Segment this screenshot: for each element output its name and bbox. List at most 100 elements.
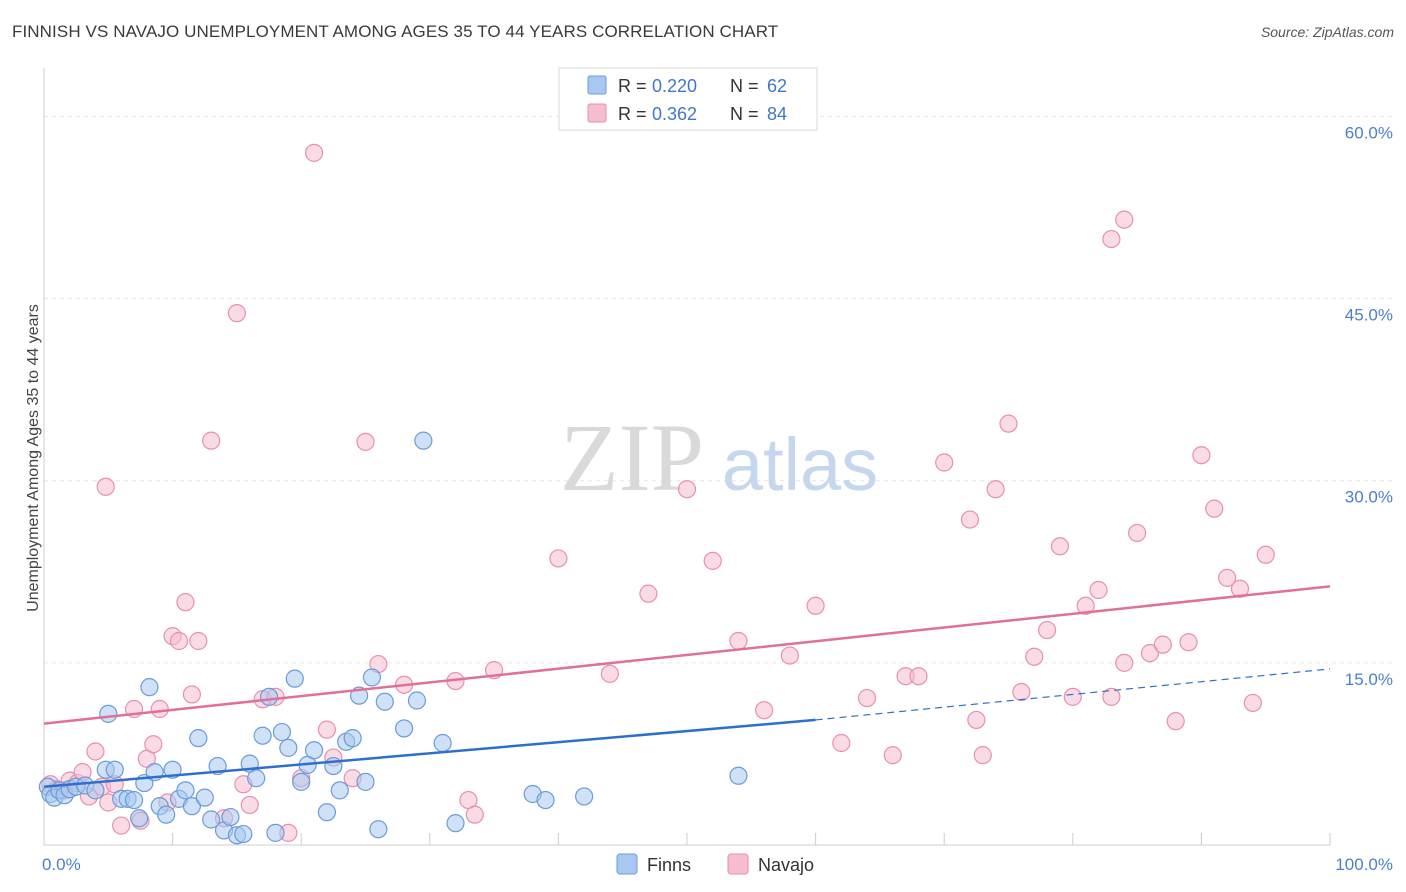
navajo-point	[1179, 633, 1198, 652]
navajo-point	[1256, 545, 1275, 564]
navajo-point	[999, 414, 1018, 433]
legend-navajo-n-value: 84	[767, 104, 787, 124]
legend-navajo-swatch	[587, 103, 607, 123]
legend-finns-swatch	[587, 75, 607, 95]
finns-point	[221, 807, 240, 827]
finns-point	[195, 788, 214, 807]
finns-point	[157, 805, 176, 824]
navajo-point	[1218, 568, 1237, 587]
finns-point	[729, 766, 748, 785]
x-tick-label: 100.0%	[1335, 855, 1393, 874]
navajo-point	[703, 551, 722, 570]
finns-point	[140, 678, 159, 697]
navajo-point	[356, 432, 375, 451]
navajo-point	[86, 742, 105, 761]
finns-point	[253, 726, 272, 745]
y-tick-label: 30.0%	[1345, 488, 1393, 507]
navajo-point	[935, 453, 954, 472]
navajo-point	[1153, 635, 1172, 654]
finns-point	[433, 733, 452, 753]
finns-point	[124, 790, 144, 810]
navajo-point	[304, 143, 324, 162]
navajo-point	[1166, 712, 1185, 731]
navajo-point	[240, 795, 259, 815]
navajo-point	[189, 631, 208, 651]
finns-point	[202, 810, 221, 829]
navajo-point	[806, 596, 825, 615]
finns-point	[247, 769, 266, 788]
finns-point	[446, 814, 465, 833]
finns-point	[407, 691, 427, 710]
finns-point	[99, 704, 118, 723]
navajo-point	[1025, 647, 1044, 666]
navajo-point	[1115, 653, 1134, 672]
navajo-point	[1037, 620, 1057, 640]
y-tick-label: 15.0%	[1345, 670, 1393, 689]
navajo-point	[1140, 644, 1160, 663]
finns-trend-extension	[815, 668, 1331, 721]
navajo-point	[227, 304, 246, 323]
navajo-trend-line	[43, 585, 1331, 725]
legend-finns-n-value: 62	[767, 76, 787, 96]
navajo-point	[1192, 446, 1211, 465]
navajo-point	[1076, 596, 1095, 615]
finns-point	[130, 809, 149, 828]
legend-navajo-r-label: R =	[618, 104, 647, 124]
navajo-point	[729, 631, 748, 651]
finns-point	[182, 797, 201, 816]
navajo-point	[1063, 687, 1082, 706]
navajo-point	[639, 584, 658, 603]
navajo-point	[317, 720, 337, 739]
navajo-point	[202, 431, 221, 450]
navajo-point	[986, 480, 1005, 499]
navajo-point	[780, 646, 799, 665]
trend-lines	[43, 585, 1331, 788]
navajo-point	[112, 816, 131, 835]
x-tick-label: 0.0%	[42, 855, 81, 874]
legend-bottom-navajo-label: Navajo	[758, 855, 814, 875]
navajo-point	[755, 701, 774, 720]
navajo-point	[176, 593, 195, 612]
finns-point	[285, 669, 304, 688]
navajo-point	[600, 664, 619, 683]
y-tick-label: 45.0%	[1345, 306, 1393, 325]
legend-navajo-r-value: 0.362	[652, 104, 697, 124]
navajo-point	[169, 631, 189, 651]
navajo-point	[1102, 229, 1121, 249]
navajo-point	[1127, 523, 1147, 543]
navajo-point	[1115, 210, 1134, 229]
finns-point	[362, 668, 382, 687]
axes	[43, 68, 1330, 846]
finns-point	[259, 687, 279, 706]
watermark-atlas: atlas	[722, 423, 878, 506]
finns-point	[189, 729, 208, 748]
finns-point	[266, 823, 285, 842]
correlation-legend: R = 0.220 N = 62 R = 0.362 N = 84	[558, 67, 818, 131]
finns-point	[375, 692, 394, 711]
y-axis-label: Unemployment Among Ages 35 to 44 years	[25, 304, 42, 612]
chart-title: FINNISH VS NAVAJO UNEMPLOYMENT AMONG AGE…	[12, 22, 779, 41]
finns-trend-line	[43, 718, 816, 788]
watermark: ZIP atlas	[560, 404, 878, 511]
finns-point	[536, 790, 555, 810]
finns-point	[394, 719, 414, 738]
navajo-point	[1205, 499, 1224, 518]
navajo-point	[973, 746, 992, 765]
finns-point	[86, 781, 105, 800]
navajo-point	[1230, 579, 1250, 598]
navajo-point	[677, 480, 697, 499]
navajo-point	[182, 685, 201, 704]
series-legend: Finns Navajo	[616, 853, 814, 875]
finns-point	[279, 738, 298, 757]
finns-point	[176, 781, 195, 800]
y-tick-label: 60.0%	[1345, 123, 1393, 142]
navajo-point	[960, 510, 980, 529]
legend-finns-r-value: 0.220	[652, 76, 697, 96]
legend-navajo-n-label: N =	[730, 104, 759, 124]
finns-point	[330, 781, 349, 800]
navajo-point	[1012, 682, 1031, 702]
navajo-point	[857, 688, 877, 708]
finns-point	[272, 722, 292, 742]
finns-point	[343, 729, 362, 748]
